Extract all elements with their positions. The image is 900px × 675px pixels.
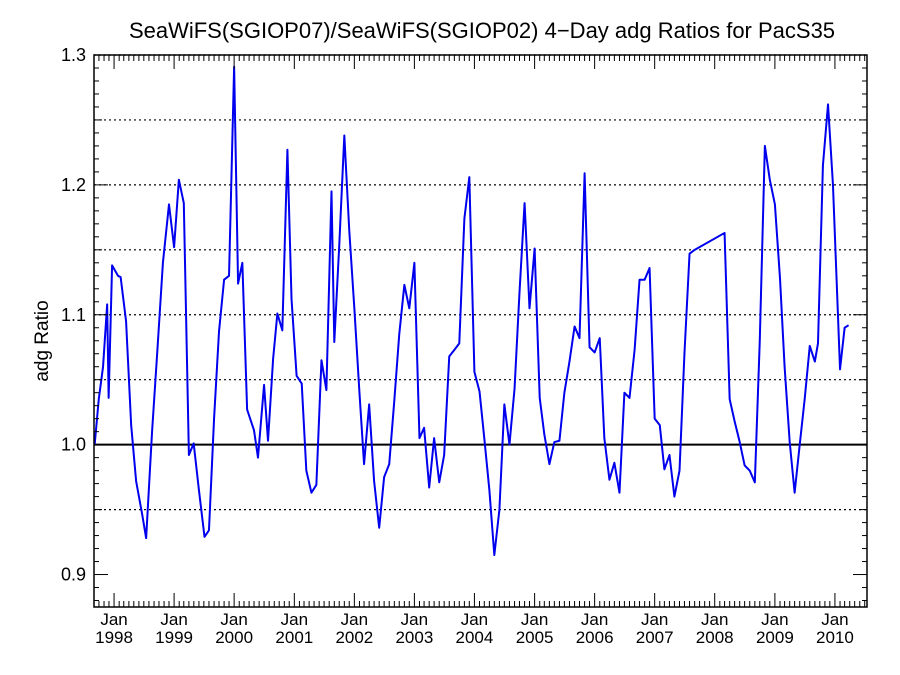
ticks-group [93,54,867,607]
x-tick-month-label: Jan [160,610,187,629]
x-tick-year-label: 2007 [636,628,674,647]
x-tick-month-label: Jan [761,610,788,629]
y-axis-label: adg Ratio [32,300,53,381]
y-tick-label: 1.1 [61,305,86,325]
y-tick-label: 1.2 [61,175,86,195]
x-tick-year-label: 2009 [756,628,794,647]
x-tick-month-label: Jan [641,610,668,629]
x-tick-year-label: 2003 [395,628,433,647]
x-tick-month-label: Jan [100,610,127,629]
x-tick-year-label: 2008 [696,628,734,647]
x-tick-month-label: Jan [581,610,608,629]
x-tick-month-label: Jan [281,610,308,629]
x-tick-year-label: 2005 [516,628,554,647]
x-tick-year-label: 2000 [215,628,253,647]
plot-frame [93,54,868,608]
y-tick-label: 1.3 [61,45,86,65]
x-tick-year-label: 2010 [816,628,854,647]
x-tick-year-label: 2006 [576,628,614,647]
x-tick-month-label: Jan [220,610,247,629]
x-tick-year-label: 1999 [155,628,193,647]
tick-labels-group: 0.91.01.11.21.3Jan1998Jan1999Jan2000Jan2… [61,45,854,647]
series-line [93,65,850,557]
x-tick-month-label: Jan [461,610,488,629]
chart-title: SeaWiFS(SGIOP07)/SeaWiFS(SGIOP02) 4−Day … [129,18,835,43]
y-tick-label: 1.0 [61,435,86,455]
x-tick-year-label: 2002 [335,628,373,647]
x-tick-month-label: Jan [521,610,548,629]
x-tick-year-label: 1998 [95,628,133,647]
x-tick-month-label: Jan [401,610,428,629]
x-tick-month-label: Jan [821,610,848,629]
x-tick-month-label: Jan [701,610,728,629]
y-tick-label: 0.9 [61,565,86,585]
series-group [93,65,850,557]
x-tick-month-label: Jan [341,610,368,629]
x-tick-year-label: 2001 [275,628,313,647]
x-tick-year-label: 2004 [456,628,494,647]
